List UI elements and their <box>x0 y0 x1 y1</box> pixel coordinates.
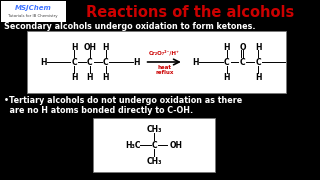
Text: C: C <box>152 141 157 150</box>
FancyBboxPatch shape <box>1 1 67 22</box>
Text: CH₃: CH₃ <box>147 125 162 134</box>
Text: H: H <box>255 73 261 82</box>
Text: H: H <box>102 73 109 82</box>
Text: C: C <box>224 57 229 66</box>
Text: OH: OH <box>84 42 96 51</box>
FancyBboxPatch shape <box>93 118 215 172</box>
Text: C: C <box>103 57 108 66</box>
Text: Cr₂O₇²⁻/H⁺: Cr₂O₇²⁻/H⁺ <box>149 50 180 56</box>
Text: O: O <box>239 42 246 51</box>
Text: C: C <box>87 57 93 66</box>
Text: H: H <box>255 42 261 51</box>
Text: C: C <box>255 57 261 66</box>
Text: Secondary alcohols undergo oxidation to form ketones.: Secondary alcohols undergo oxidation to … <box>4 21 255 30</box>
Text: H: H <box>40 57 46 66</box>
Text: H: H <box>87 73 93 82</box>
Text: heat
reflux: heat reflux <box>155 65 173 75</box>
Text: H: H <box>223 73 230 82</box>
Text: MSJChem: MSJChem <box>15 5 52 11</box>
Text: H: H <box>223 42 230 51</box>
Text: H: H <box>71 73 77 82</box>
Text: H₃C: H₃C <box>125 141 141 150</box>
Text: H: H <box>133 57 140 66</box>
Text: CH₃: CH₃ <box>147 156 162 165</box>
Text: H: H <box>102 42 109 51</box>
Text: •Tertiary alcohols do not undergo oxidation as there: •Tertiary alcohols do not undergo oxidat… <box>4 96 242 105</box>
Text: OH: OH <box>169 141 182 150</box>
Text: C: C <box>71 57 77 66</box>
Text: Tutorials for IB Chemistry: Tutorials for IB Chemistry <box>8 14 58 18</box>
Text: Reactions of the alcohols: Reactions of the alcohols <box>86 4 295 19</box>
Text: H: H <box>192 57 199 66</box>
FancyBboxPatch shape <box>28 31 286 93</box>
Text: C: C <box>240 57 245 66</box>
Text: are no H atoms bonded directly to C-OH.: are no H atoms bonded directly to C-OH. <box>4 105 193 114</box>
Text: H: H <box>286 57 292 66</box>
Text: H: H <box>71 42 77 51</box>
